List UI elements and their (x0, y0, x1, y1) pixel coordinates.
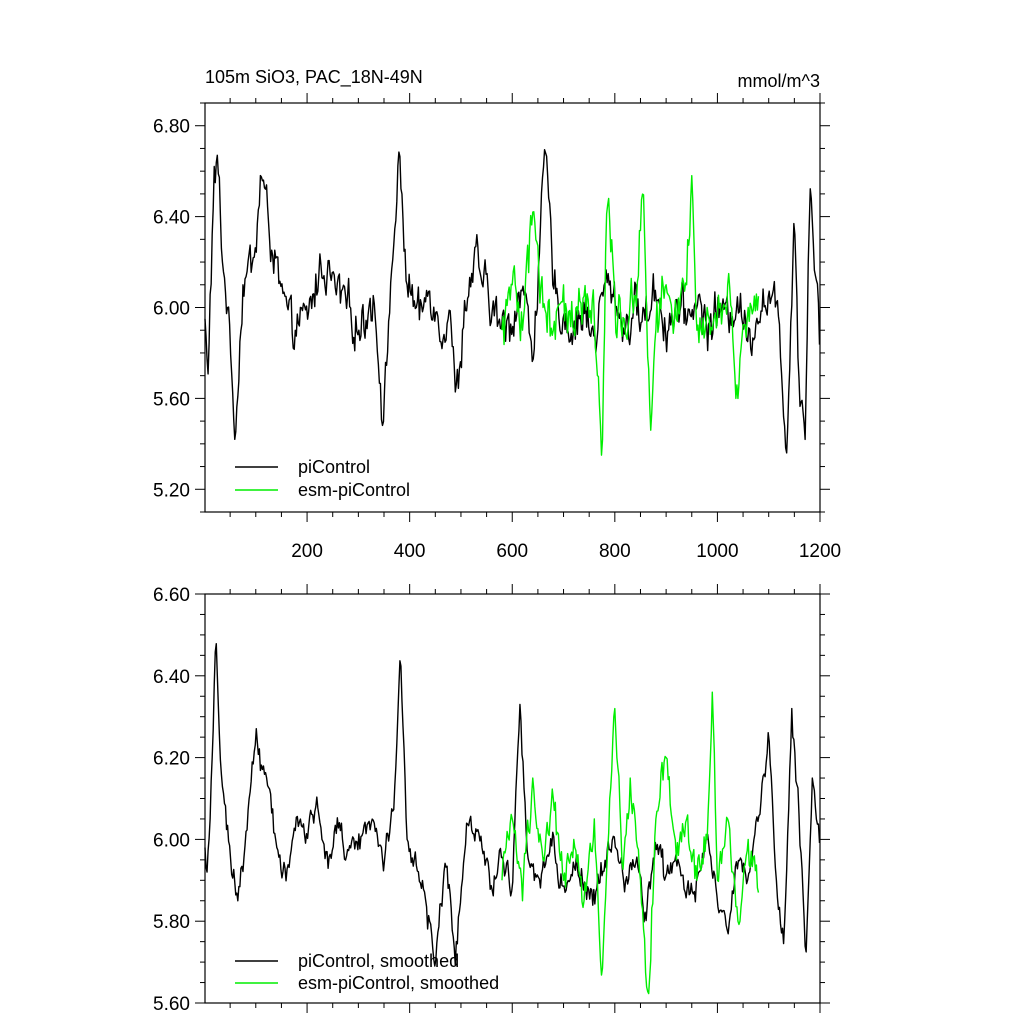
bottom-series-picontrol-smoothed (204, 642, 821, 967)
bottom-y-tick-label: 6.20 (153, 749, 190, 770)
top-x-tick-label: 200 (291, 541, 323, 562)
bottom-panel: 5.60 5.80 6.00 6.20 6.40 6.60 piControl, smoo… (153, 584, 830, 1015)
bottom-series-esm-picontrol-smoothed (501, 691, 760, 995)
top-legend: piControl esm-piControl (235, 457, 410, 500)
top-plot-area: 200 400 600 800 1000 1200 5.20 5.60 6.00 6.40 6.80 (153, 93, 841, 562)
bottom-plot-area: 5.60 5.80 6.00 6.20 6.40 6.60 (153, 584, 830, 1015)
legend-label-picontrol-smoothed: piControl, smoothed (298, 951, 459, 971)
bottom-legend: piControl, smoothed esm-piControl, smoot… (235, 951, 499, 993)
bottom-y-tick-label: 6.00 (153, 830, 190, 851)
top-series-esm-picontrol (501, 175, 760, 456)
bottom-y-tick-label: 5.60 (153, 994, 190, 1015)
top-y-tick-label: 5.20 (153, 480, 190, 501)
top-x-tick-label: 400 (394, 541, 426, 562)
top-x-tick-label: 600 (496, 541, 528, 562)
top-y-tick-label: 5.60 (153, 389, 190, 410)
legend-label-esm-picontrol-smoothed: esm-piControl, smoothed (298, 973, 499, 993)
top-y-tick-label: 6.40 (153, 208, 190, 229)
bottom-y-tick-label: 5.80 (153, 912, 190, 933)
legend-label-esm-picontrol: esm-piControl (298, 480, 410, 500)
top-x-tick-label: 1200 (799, 541, 841, 562)
bottom-y-tick-label: 6.40 (153, 667, 190, 688)
legend-label-picontrol: piControl (298, 457, 370, 477)
top-x-tick-label: 1000 (696, 541, 738, 562)
top-y-tick-label: 6.00 (153, 299, 190, 320)
top-panel: 105m SiO3, PAC_18N-49N mmol/m^3 200 400 60… (153, 67, 841, 562)
bottom-y-tick-label: 6.60 (153, 585, 190, 606)
top-x-tick-label: 800 (599, 541, 631, 562)
chart-title: 105m SiO3, PAC_18N-49N (205, 67, 423, 88)
top-y-tick-label: 6.80 (153, 117, 190, 138)
units-label: mmol/m^3 (738, 71, 820, 91)
